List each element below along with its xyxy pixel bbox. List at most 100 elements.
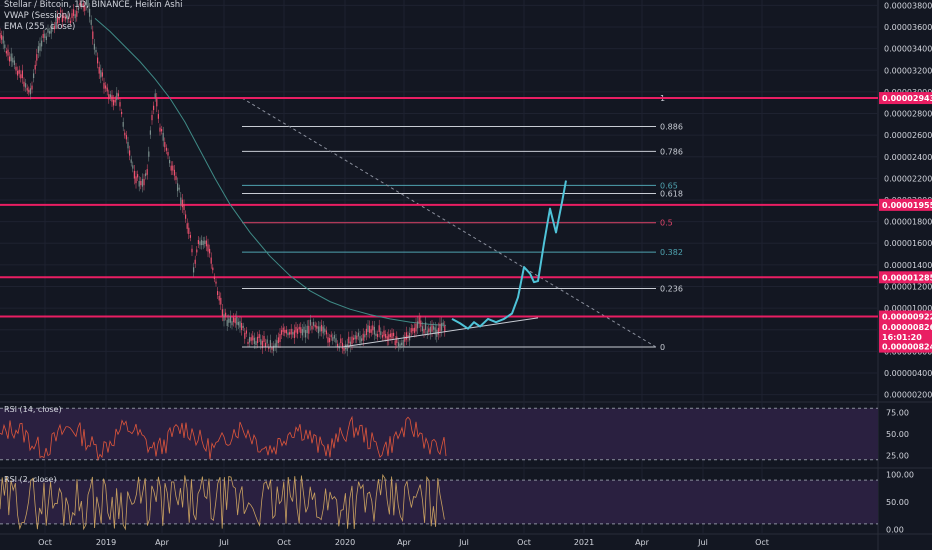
- candle: [325, 330, 327, 335]
- projection-path[interactable]: [451, 180, 567, 330]
- price-level-badge-text: 0.00001955: [882, 201, 932, 210]
- candle: [226, 319, 228, 326]
- x-tick-label: Apr: [155, 538, 170, 547]
- rsi-band-fill: [0, 408, 878, 460]
- candle: [381, 335, 383, 338]
- candle: [145, 173, 147, 177]
- rsi2-tick-label: 0.00: [886, 525, 904, 534]
- candle: [313, 322, 315, 326]
- candle: [47, 28, 49, 33]
- candle: [161, 129, 163, 132]
- candle: [321, 324, 323, 332]
- candle: [386, 336, 388, 342]
- fib-level-label: 0.786: [660, 147, 683, 156]
- x-tick-label: Jul: [458, 538, 469, 547]
- candle: [417, 321, 419, 329]
- price-badge[interactable]: [879, 330, 932, 343]
- y-tick-label: 0.00002400: [884, 153, 932, 162]
- candle: [201, 239, 203, 246]
- candle: [434, 327, 436, 335]
- rsi2-pane[interactable]: RSI (2, close): [0, 473, 878, 531]
- candle: [9, 56, 11, 62]
- candle: [369, 325, 371, 333]
- price-level-badge[interactable]: [879, 310, 932, 323]
- price-level-badge[interactable]: [879, 271, 932, 284]
- candle: [253, 337, 255, 344]
- candle: [116, 92, 118, 101]
- candle: [85, 0, 87, 5]
- candle: [135, 176, 137, 184]
- candle: [351, 336, 353, 345]
- candle: [18, 69, 20, 74]
- candle: [385, 334, 387, 338]
- candle: [197, 240, 199, 245]
- price-level-badge[interactable]: [879, 92, 932, 105]
- candle: [108, 94, 110, 100]
- x-tick-label: Oct: [755, 538, 769, 547]
- candle: [247, 341, 249, 344]
- symbol-title[interactable]: Stellar / Bitcoin, 1D, BINANCE, Heikin A…: [4, 0, 183, 10]
- candle: [431, 325, 433, 332]
- candle: [5, 50, 7, 54]
- candle: [36, 54, 38, 61]
- candle: [418, 317, 420, 324]
- candle: [397, 342, 399, 348]
- vwap-legend[interactable]: VWAP (Session): [4, 11, 71, 21]
- candle: [252, 335, 254, 341]
- x-tick-label: Jul: [218, 538, 229, 547]
- candle: [21, 70, 23, 79]
- candle: [285, 329, 287, 334]
- rsi2-pane-title: RSI (2, close): [4, 475, 57, 484]
- price-axis[interactable]: 0.00003800 0.00003600 0.00003400 0.00003200…: [879, 1, 932, 534]
- candle: [69, 20, 71, 24]
- rsi-pane-title: RSI (14, close): [4, 405, 62, 414]
- candle: [383, 330, 385, 337]
- candle: [207, 244, 209, 252]
- candle: [50, 26, 52, 34]
- ema-legend[interactable]: EMA (255, close): [4, 22, 76, 32]
- candle: [300, 327, 302, 334]
- candle: [356, 335, 358, 340]
- candle: [273, 345, 275, 352]
- candle: [31, 85, 33, 90]
- candle: [391, 333, 393, 339]
- y-tick-label: 0.00003200: [884, 66, 932, 75]
- candle: [354, 335, 356, 340]
- candle: [231, 321, 233, 326]
- candle: [423, 328, 425, 334]
- candle: [375, 333, 377, 336]
- candle: [167, 152, 169, 156]
- rsi-tick-label: 75.00: [886, 409, 909, 418]
- candle: [204, 240, 206, 244]
- price-badge[interactable]: [879, 340, 932, 353]
- candle: [245, 330, 247, 334]
- candle: [138, 181, 140, 187]
- candle: [250, 337, 252, 341]
- candle: [181, 199, 183, 208]
- candle: [34, 64, 36, 70]
- candle: [127, 141, 129, 149]
- candle: [188, 227, 190, 234]
- candle: [282, 327, 284, 332]
- candle: [332, 337, 334, 341]
- candle: [209, 248, 211, 254]
- candle: [45, 36, 47, 41]
- x-tick-label: 2019: [96, 538, 116, 547]
- support-trendline: [341, 317, 539, 348]
- candle: [327, 337, 329, 343]
- candle: [143, 179, 145, 186]
- candle: [255, 341, 257, 345]
- candle: [165, 147, 167, 151]
- candle: [189, 235, 191, 238]
- price-level-badge[interactable]: [879, 198, 932, 211]
- candle: [146, 169, 148, 175]
- time-axis[interactable]: Oct 2019 Apr Jul Oct 2020 Apr Jul Oct 2021 Apr Jul O…: [38, 538, 769, 547]
- rsi-pane[interactable]: RSI (14, close): [0, 405, 878, 462]
- candle: [23, 81, 25, 87]
- x-tick-label: 2021: [574, 538, 594, 547]
- candle: [105, 85, 107, 89]
- price-badge[interactable]: [879, 320, 932, 333]
